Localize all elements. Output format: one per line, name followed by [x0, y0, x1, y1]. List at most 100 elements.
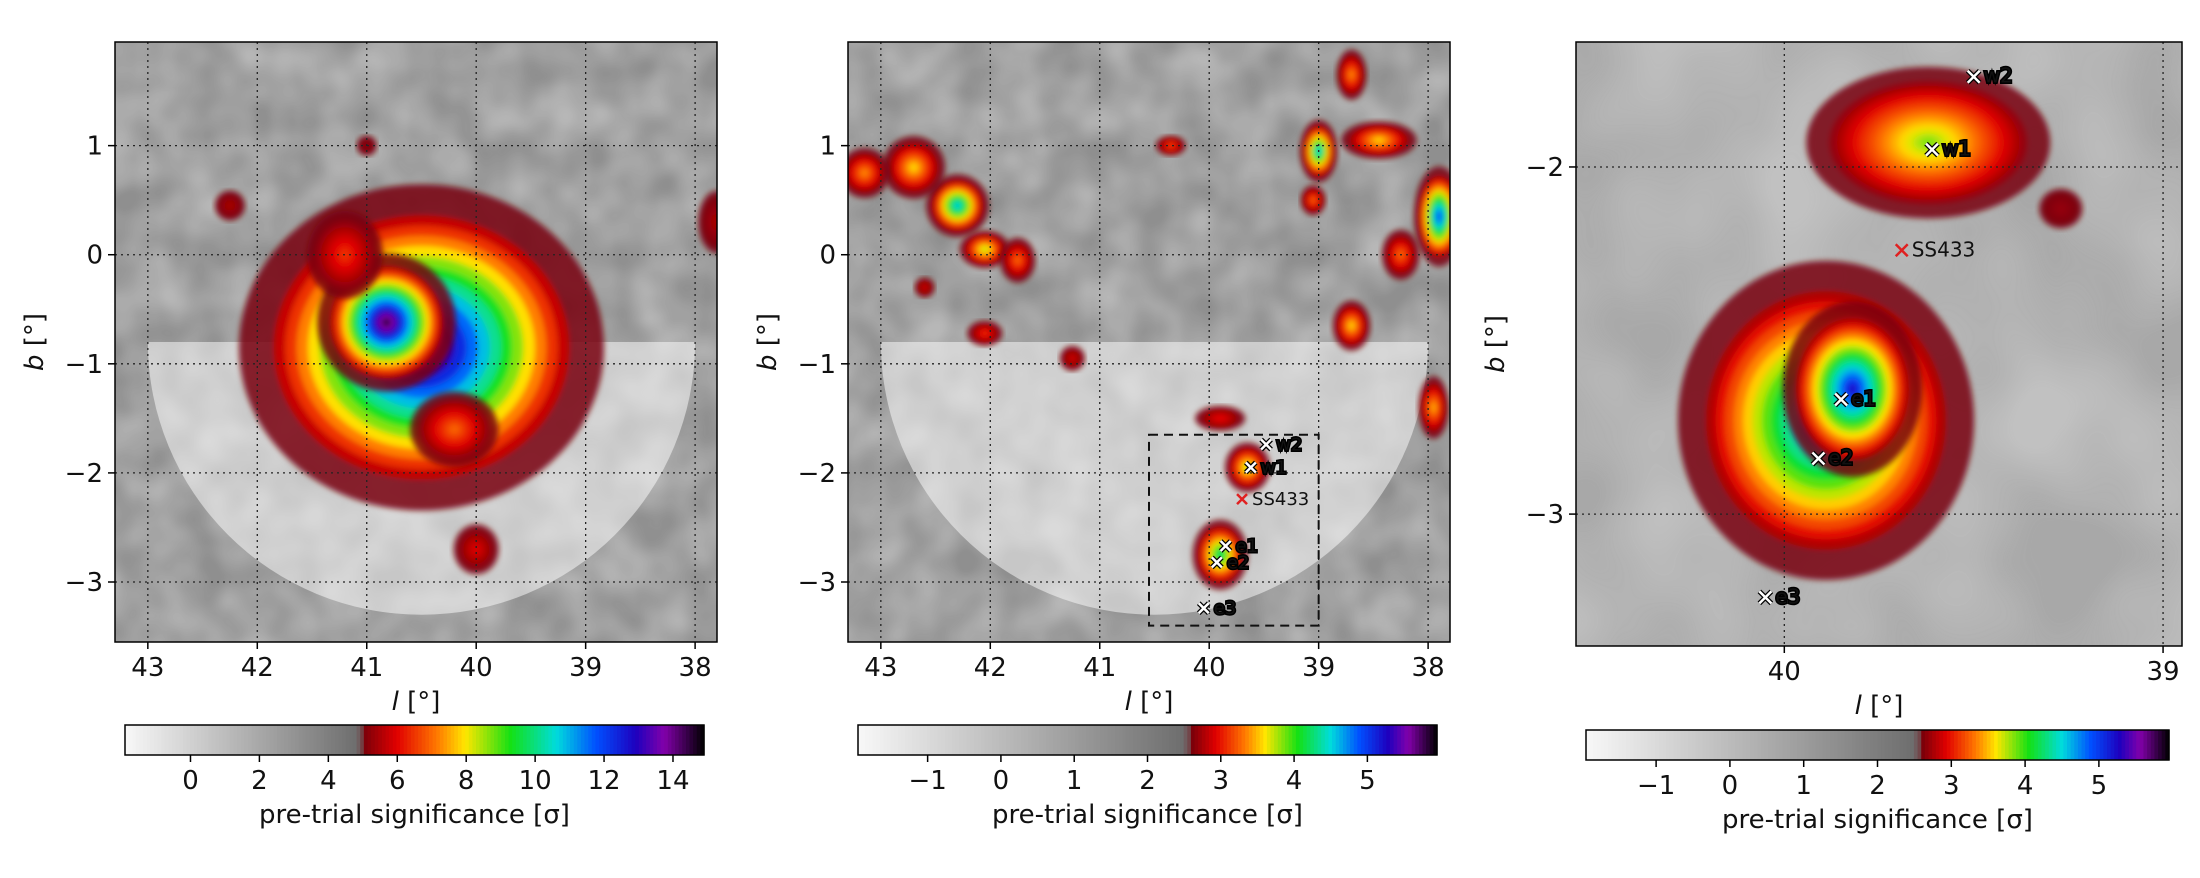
- colorbar-segment: [512, 725, 517, 755]
- colorbar-label: pre-trial significance [σ]: [259, 800, 570, 830]
- colorbar-segment: [313, 725, 318, 755]
- colorbar-segment: [1400, 725, 1406, 755]
- colorbar-segment: [606, 725, 611, 755]
- colorbar-segment: [494, 725, 499, 755]
- colorbar-segment: [164, 725, 170, 755]
- colorbar-segment: [1194, 725, 1199, 755]
- colorbar-segment: [320, 725, 325, 755]
- colorbar-segment: [327, 725, 332, 755]
- colorbar-segment: [1957, 730, 1962, 760]
- colorbar-tick-label: 0: [993, 766, 1010, 796]
- grid: [1576, 42, 2182, 646]
- colorbar-segment: [135, 725, 141, 755]
- colorbar-segment: [1133, 725, 1138, 755]
- colorbar-segment: [2005, 730, 2010, 760]
- colorbar-segment: [552, 725, 557, 755]
- colorbar-segment: [1201, 725, 1206, 755]
- colorbar-segment: [530, 725, 535, 755]
- colorbar-segment: [1760, 730, 1766, 760]
- x-axis-label: l [°]: [392, 687, 441, 717]
- colorbar-segment: [2026, 730, 2032, 760]
- colorbar-segment: [450, 725, 455, 755]
- colorbar-segment: [1611, 730, 1616, 760]
- colorbar-segment: [664, 725, 669, 755]
- colorbar-segment: [1252, 725, 1257, 755]
- colorbar-segment: [1633, 730, 1638, 760]
- colorbar-segment: [544, 725, 549, 755]
- colorbar-segment: [226, 725, 231, 755]
- colorbar-segment: [2074, 730, 2079, 760]
- colorbar-segment: [689, 725, 694, 755]
- colorbar-segment: [1060, 725, 1065, 755]
- colorbar-segment: [1017, 725, 1022, 755]
- colorbar-segment: [872, 725, 877, 755]
- x-tick-label: 40: [1193, 653, 1226, 683]
- colorbar-segment: [139, 725, 144, 755]
- colorbar-segment: [1248, 725, 1254, 755]
- emission-blob: [1341, 121, 1417, 159]
- colorbar-segment: [533, 725, 539, 755]
- colorbar-segment: [1310, 725, 1315, 755]
- colorbar-segment: [1833, 730, 1839, 760]
- colorbar-label: pre-trial significance [σ]: [992, 800, 1303, 830]
- y-tick-label: −3: [1526, 500, 1564, 530]
- colorbar-segment: [1382, 725, 1387, 755]
- colorbar-segment: [973, 725, 979, 755]
- x-tick-label: 43: [131, 653, 164, 683]
- colorbar-segment: [2077, 730, 2083, 760]
- colorbar-segment: [1935, 730, 1941, 760]
- colorbar-segment: [1757, 730, 1762, 760]
- blob-level: [955, 203, 960, 208]
- colorbar-segment: [2103, 730, 2108, 760]
- colorbar-tick-label: 8: [458, 766, 475, 796]
- emission-blob: [1332, 300, 1371, 351]
- colorbar-segment: [334, 725, 340, 755]
- colorbar-segment: [537, 725, 542, 755]
- colorbar-segment: [1292, 725, 1297, 755]
- colorbar-segment: [251, 725, 256, 755]
- colorbar-segment: [981, 725, 986, 755]
- colorbar-segment: [2143, 730, 2148, 760]
- colorbar-segment: [2132, 730, 2137, 760]
- emission-blob: [967, 320, 1003, 346]
- colorbar-segment: [276, 725, 282, 755]
- colorbar-segment: [1371, 725, 1377, 755]
- colorbar-segment: [1158, 725, 1163, 755]
- colorbar-segment: [273, 725, 278, 755]
- y-tick-label: −3: [798, 568, 836, 598]
- colorbar-segment: [941, 725, 946, 755]
- colorbar-segment: [2056, 730, 2061, 760]
- colorbar-segment: [443, 725, 448, 755]
- x-tick-label: 39: [2147, 657, 2180, 687]
- colorbar-segment: [1136, 725, 1141, 755]
- marker-w2: w2: [1259, 433, 1304, 457]
- colorbar-segment: [1393, 725, 1398, 755]
- colorbar-tick-label: 2: [1869, 771, 1886, 801]
- colorbar-segment: [1924, 730, 1930, 760]
- colorbar-segment: [1183, 725, 1188, 755]
- marker-label: SS433: [1912, 237, 1976, 261]
- grid: [115, 42, 717, 642]
- colorbar-segment: [959, 725, 964, 755]
- colorbar-segment: [2107, 730, 2112, 760]
- colorbar-segment: [1361, 725, 1366, 755]
- colorbar-segment: [1270, 725, 1275, 755]
- colorbar-segment: [2045, 730, 2050, 760]
- blob-level: [1169, 144, 1172, 147]
- colorbar-segment: [584, 725, 589, 755]
- colorbar-segment: [2066, 730, 2072, 760]
- blob-level: [1848, 383, 1857, 395]
- colorbar-segment: [1746, 730, 1751, 760]
- colorbar-segment: [1728, 730, 1733, 760]
- marker-w2: w2: [1965, 62, 2014, 89]
- colorbar-segment: [1618, 730, 1624, 760]
- colorbar-segment: [497, 725, 502, 755]
- blob-level: [1432, 405, 1435, 410]
- colorbar-segment: [865, 725, 870, 755]
- colorbar-segment: [352, 725, 358, 755]
- emission-blob: [925, 174, 989, 237]
- colorbar-segment: [1151, 725, 1156, 755]
- colorbar-segment: [1313, 725, 1319, 755]
- colorbar-segment: [1169, 725, 1174, 755]
